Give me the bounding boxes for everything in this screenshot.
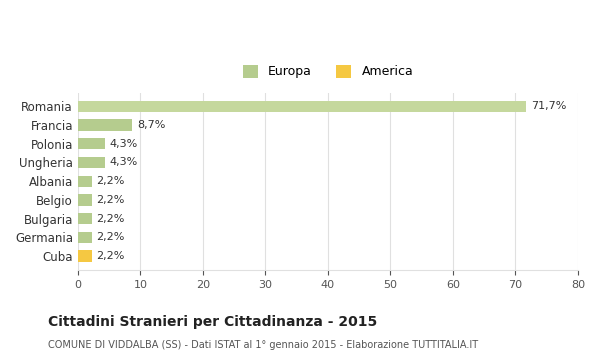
Legend: Europa, America: Europa, America [238,60,418,83]
Text: 4,3%: 4,3% [110,158,138,167]
Bar [78,157,105,168]
Text: 2,2%: 2,2% [97,232,125,242]
Text: 4,3%: 4,3% [110,139,138,149]
Bar [78,138,105,149]
Bar [78,194,92,205]
Text: 2,2%: 2,2% [97,195,125,205]
Text: Cittadini Stranieri per Cittadinanza - 2015: Cittadini Stranieri per Cittadinanza - 2… [48,315,377,329]
Text: 2,2%: 2,2% [97,214,125,224]
Bar [78,232,92,243]
Text: 8,7%: 8,7% [137,120,166,130]
Text: 2,2%: 2,2% [97,251,125,261]
Text: COMUNE DI VIDDALBA (SS) - Dati ISTAT al 1° gennaio 2015 - Elaborazione TUTTITALI: COMUNE DI VIDDALBA (SS) - Dati ISTAT al … [48,340,478,350]
Bar [78,100,526,112]
Bar [78,176,92,187]
Text: 2,2%: 2,2% [97,176,125,186]
Bar [78,213,92,224]
Bar [78,119,132,131]
Text: 71,7%: 71,7% [531,101,566,111]
Bar [78,251,92,262]
